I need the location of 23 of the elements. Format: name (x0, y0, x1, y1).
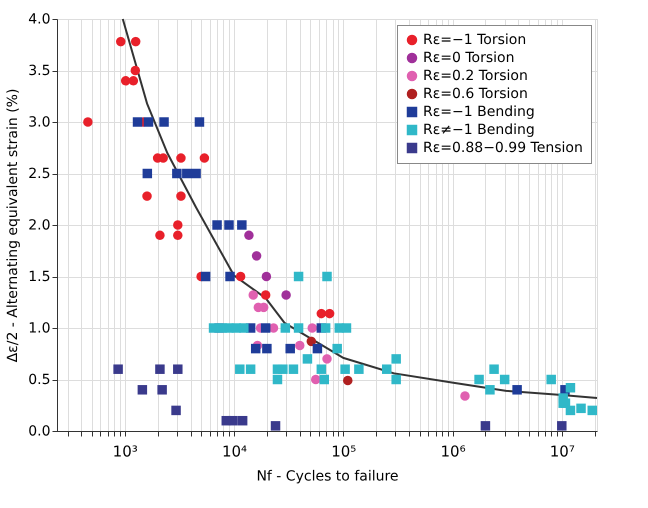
x-tick-label: 10³ (112, 442, 138, 460)
x-tick-label: 10⁷ (550, 442, 575, 460)
legend-label: Rε≠−1 Bending (423, 122, 535, 138)
y-tick-label: 4.0 (28, 12, 50, 28)
y-tick-label: 3.0 (28, 114, 50, 130)
x-tick-label: 10⁵ (331, 442, 356, 460)
x-axis-title: Nf - Cycles to failure (256, 468, 399, 484)
y-tick-label: 3.5 (28, 63, 50, 79)
y-axis-title: Δε/2 - Alternating equivalent strain (%) (5, 88, 22, 362)
y-tick-label: 0.5 (28, 372, 50, 388)
y-tick-label: 2.5 (28, 166, 50, 182)
y-tick-label: 0.0 (28, 424, 50, 440)
y-tick-label: 2.0 (28, 218, 50, 234)
y-tick-label: 1.5 (28, 269, 50, 285)
legend-label: Rε=0.88−0.99 Tension (423, 140, 583, 156)
x-tick-label: 10⁶ (440, 442, 466, 460)
legend-label: Rε=0.6 Torsion (423, 86, 528, 102)
legend-label: Rε=0.2 Torsion (423, 68, 528, 84)
legend-label: Rε=0 Torsion (423, 50, 514, 66)
legend-label: Rε=−1 Bending (423, 104, 535, 120)
x-tick-label: 10⁴ (222, 442, 248, 460)
legend-label: Rε=−1 Torsion (423, 32, 526, 48)
y-tick-label: 1.0 (28, 320, 50, 336)
